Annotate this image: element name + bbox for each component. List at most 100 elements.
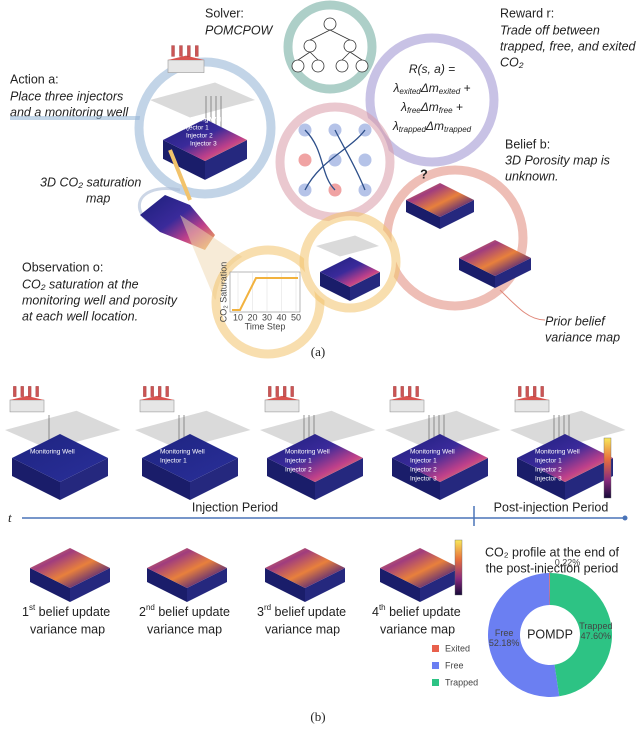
chimney — [158, 386, 162, 397]
label: 3D CO₂ saturation — [40, 175, 141, 189]
chimney — [171, 45, 175, 57]
cube-top — [459, 240, 531, 276]
label: Post-injection Period — [494, 500, 609, 514]
network-node — [328, 153, 342, 167]
factory-body — [514, 399, 550, 413]
belief-update-label: 4th belief update — [372, 603, 461, 619]
tree-node — [303, 39, 317, 53]
chimney — [290, 386, 294, 397]
label: Free — [445, 660, 464, 670]
factory-roof — [10, 395, 44, 400]
chimney — [195, 45, 199, 57]
label: Injector 1 — [182, 125, 209, 132]
chimney — [150, 386, 154, 397]
chimney — [408, 386, 412, 397]
chimney — [415, 386, 419, 397]
cube-left — [142, 458, 190, 500]
surface-plane — [510, 410, 626, 450]
reservoir-cube — [517, 434, 613, 500]
cube-left — [406, 200, 440, 229]
factory-roof — [140, 395, 174, 400]
factory-body — [389, 399, 425, 413]
formula-line: R(s, a) = — [409, 62, 455, 76]
label: Trapped — [579, 621, 612, 631]
cube-top — [517, 434, 613, 482]
label: Trade off between — [500, 23, 600, 37]
reservoir-cube — [163, 119, 247, 180]
tree-edge — [309, 51, 319, 61]
label: variance map — [380, 622, 455, 636]
label: 10 — [233, 312, 243, 322]
chimney — [525, 386, 529, 397]
label: Reward r: — [500, 6, 554, 20]
tree-edge — [297, 51, 311, 61]
ordinal-suffix: th — [379, 603, 386, 612]
label: Injector 3 — [410, 476, 437, 483]
cube-left — [163, 140, 205, 180]
cube-top — [406, 183, 474, 217]
label: Exited — [445, 643, 470, 653]
yellow-link — [168, 149, 192, 201]
cube-top — [30, 548, 110, 588]
tree-node — [343, 39, 357, 53]
factory-body — [264, 399, 300, 413]
cube-top — [147, 548, 227, 588]
cube-left — [392, 458, 440, 500]
label: Injector 1 — [410, 458, 437, 465]
label: Injector 2 — [410, 467, 437, 474]
chimney — [187, 45, 191, 57]
label: (a) — [311, 344, 325, 359]
content: Solver: POMCPOW Reward r: Trade off between… — [5, 0, 637, 724]
formula-line: λexitedΔmexited + — [392, 81, 470, 96]
ordinal: 4 — [372, 605, 379, 619]
reservoir-cube — [320, 257, 380, 301]
cube-right — [565, 458, 613, 500]
reservoir-cube — [30, 548, 110, 602]
tree-edge — [341, 51, 351, 61]
factory-roof — [515, 395, 549, 400]
factory-roof — [265, 395, 299, 400]
label: map — [86, 191, 110, 205]
label: 3D Porosity map is — [505, 153, 610, 167]
label: variance map — [545, 330, 620, 344]
label: variance map — [265, 622, 340, 636]
cube-right — [440, 200, 474, 229]
formula-part: trapped — [399, 125, 427, 134]
cube-left — [459, 258, 495, 288]
chimney — [518, 386, 522, 397]
chimney — [35, 386, 39, 397]
cube-top — [265, 548, 345, 588]
label: 0.22% — [555, 557, 581, 567]
factory-roof — [390, 395, 424, 400]
cube-top — [12, 434, 108, 482]
belief-update-label: 2nd belief update — [139, 603, 230, 619]
label: t — [8, 510, 12, 525]
belief-update-label: 3rd belief update — [257, 603, 346, 619]
label: Place three injectors — [10, 89, 123, 103]
colorbar — [603, 437, 612, 499]
ordinal: 3 — [257, 605, 264, 619]
label: and a monitoring well — [10, 105, 129, 119]
ordinal-suffix: st — [29, 603, 36, 612]
cube-right — [70, 568, 110, 602]
pointer — [499, 289, 546, 321]
label: Injector 1 — [535, 458, 562, 465]
timeline-end — [622, 515, 628, 521]
chimney — [143, 386, 147, 397]
factory-body — [9, 399, 45, 413]
tree-edge — [329, 29, 351, 41]
surface-plane — [260, 410, 376, 450]
cube-right — [60, 458, 108, 500]
network-node — [298, 153, 312, 167]
label: CO₂ Saturation — [218, 262, 228, 323]
reservoir-cube — [265, 548, 345, 602]
tree-edge — [309, 29, 331, 41]
surface-plane — [135, 410, 251, 450]
mini-line — [232, 277, 298, 311]
donut-slice — [549, 573, 550, 606]
cube-left — [517, 458, 565, 500]
cube-right — [440, 458, 488, 500]
cube-left — [30, 568, 70, 602]
chimney — [393, 386, 397, 397]
label: at each well location. — [22, 309, 138, 323]
